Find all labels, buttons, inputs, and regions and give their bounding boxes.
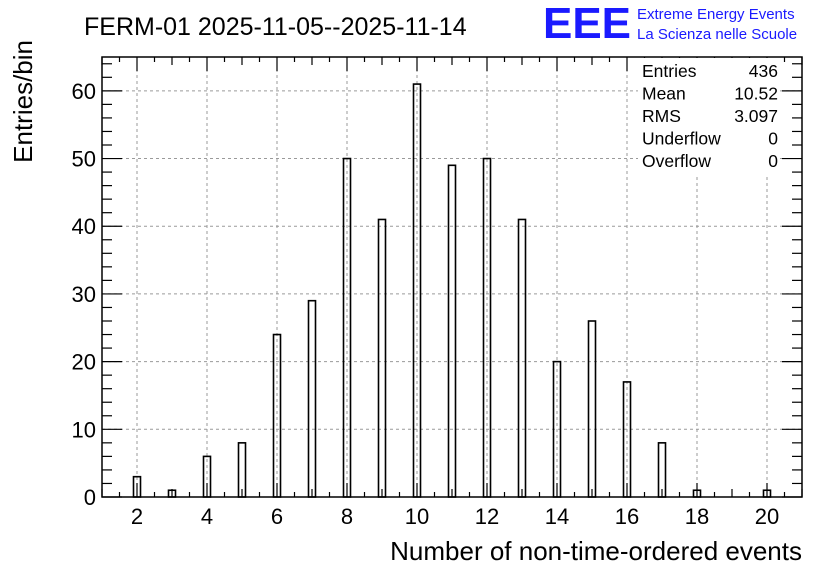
x-tick-label: 10: [405, 504, 429, 529]
x-tick-label: 2: [131, 504, 143, 529]
x-tick-label: 6: [271, 504, 283, 529]
eee-logo-line2: La Scienza nelle Scuole: [637, 26, 797, 43]
y-tick-label: 60: [72, 79, 96, 104]
y-tick-label: 10: [72, 417, 96, 442]
bar: [307, 299, 317, 498]
x-tick-label: 18: [685, 504, 709, 529]
bar: [447, 164, 457, 498]
eee-logo-text: EEE: [543, 0, 631, 48]
x-tick-label: 8: [341, 504, 353, 529]
x-tick-label: 14: [545, 504, 569, 529]
stats-label: Entries: [642, 61, 697, 81]
bar: [657, 442, 667, 498]
stats-label: Underflow: [642, 129, 721, 149]
stats-label: RMS: [642, 106, 681, 126]
bar: [587, 320, 597, 498]
stats-box-bg: [638, 58, 778, 176]
stats-value: 0: [768, 151, 778, 171]
stats-label: Mean: [642, 84, 686, 104]
y-axis-label: Entries/bin: [8, 40, 38, 163]
x-axis-label: Number of non-time-ordered events: [390, 536, 802, 566]
stats-label: Overflow: [642, 151, 711, 171]
x-tick-labels: 2 4 6 8 10 12 14 16 18 20: [131, 504, 779, 529]
plot-frame: [101, 56, 803, 498]
chart-title: FERM-01 2025-11-05--2025-11-14: [84, 13, 467, 41]
bar: [237, 442, 247, 498]
x-tick-label: 16: [615, 504, 639, 529]
eee-logo: EEE Extreme Energy Events La Scienza nel…: [543, 0, 797, 48]
y-tick-label: 20: [72, 350, 96, 375]
y-tick-label: 30: [72, 282, 96, 307]
x-tick-label: 12: [475, 504, 499, 529]
bar: [517, 218, 527, 498]
y-tick-label: 0: [84, 485, 96, 510]
y-tick-label: 50: [72, 147, 96, 172]
stats-box: Entries 436 Mean 10.52 RMS 3.097 Underflow 0 Ove…: [638, 58, 778, 176]
stats-value: 3.097: [734, 106, 778, 126]
eee-logo-line1: Extreme Energy Events: [637, 6, 795, 23]
stats-value: 10.52: [734, 84, 778, 104]
x-tick-label: 4: [201, 504, 213, 529]
stats-value: 0: [768, 129, 778, 149]
x-tick-label: 20: [755, 504, 779, 529]
y-tick-labels: 0 10 20 30 40 50 60: [72, 79, 96, 510]
y-tick-label: 40: [72, 214, 96, 239]
bar: [377, 218, 387, 498]
stats-value: 436: [749, 61, 778, 81]
